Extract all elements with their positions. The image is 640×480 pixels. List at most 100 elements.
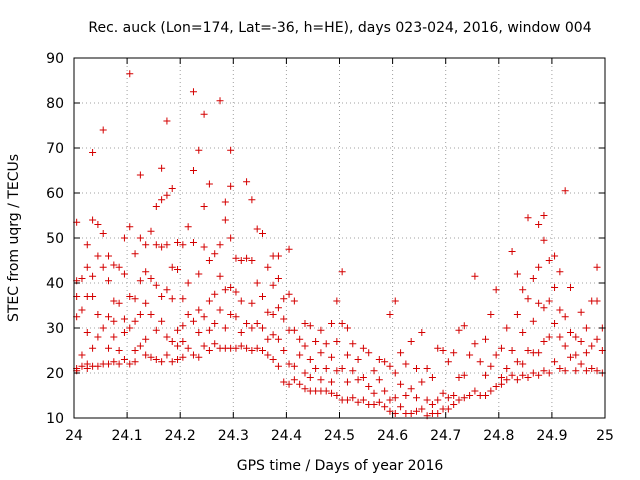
data-point <box>540 338 548 345</box>
data-point <box>407 410 415 417</box>
data-point <box>328 353 336 361</box>
data-point <box>418 378 426 386</box>
data-point <box>540 367 548 375</box>
data-point <box>237 257 245 264</box>
data-point <box>189 239 197 246</box>
data-point <box>535 299 543 307</box>
data-point <box>264 308 272 316</box>
x-tick-label: 24.7 <box>430 428 461 444</box>
data-point <box>545 333 553 341</box>
data-point <box>322 340 330 348</box>
data-point <box>120 356 128 363</box>
data-point <box>471 272 479 280</box>
data-point <box>205 326 213 334</box>
data-point <box>450 349 458 357</box>
data-point <box>301 320 309 327</box>
data-point <box>545 257 553 264</box>
x-tick-label: 24.4 <box>271 428 302 444</box>
data-point <box>487 311 495 318</box>
data-point <box>142 335 150 343</box>
x-tick-label: 24.1 <box>112 428 143 444</box>
x-tick-label: 24 <box>65 428 83 444</box>
data-point <box>519 286 527 294</box>
chart-title: Rec. auck (Lon=174, Lat=-36, h=HE), days… <box>88 20 591 36</box>
data-point <box>136 342 144 350</box>
data-point <box>503 324 511 332</box>
data-point <box>227 284 235 291</box>
data-point <box>205 180 213 188</box>
data-point <box>195 270 203 278</box>
data-point <box>147 227 155 235</box>
data-point <box>513 358 521 366</box>
y-tick-label: 10 <box>46 411 64 427</box>
data-point <box>227 234 235 242</box>
data-point <box>237 297 245 305</box>
data-point <box>189 167 197 174</box>
data-point <box>349 367 357 375</box>
data-point <box>519 371 527 379</box>
data-point <box>253 225 261 233</box>
y-tick-label: 60 <box>46 186 64 202</box>
data-point <box>566 329 574 336</box>
data-point <box>290 326 298 334</box>
data-point <box>248 299 256 307</box>
data-point <box>492 383 500 390</box>
data-point <box>264 351 272 359</box>
data-point <box>264 335 272 343</box>
data-point <box>237 342 245 350</box>
data-point <box>253 320 261 327</box>
data-point <box>269 331 277 339</box>
data-point <box>158 196 166 204</box>
data-point <box>455 326 463 334</box>
data-point <box>184 344 192 352</box>
data-point <box>343 351 351 359</box>
data-point <box>280 315 288 323</box>
data-point <box>216 272 224 280</box>
data-point <box>381 387 389 395</box>
data-point <box>78 275 86 282</box>
data-point <box>423 365 431 372</box>
data-point <box>593 297 601 305</box>
data-point <box>306 322 314 330</box>
data-point <box>243 254 251 262</box>
data-point <box>444 358 452 366</box>
data-point <box>120 270 128 278</box>
data-point <box>333 392 341 399</box>
data-point <box>168 358 176 366</box>
data-point <box>158 317 166 325</box>
data-point <box>508 248 516 255</box>
data-point <box>349 340 357 348</box>
data-point <box>513 270 521 278</box>
data-point <box>343 396 351 404</box>
data-point <box>253 279 261 287</box>
y-tick-label: 90 <box>46 51 64 67</box>
data-point <box>105 360 113 368</box>
data-point <box>588 342 596 350</box>
data-point <box>508 347 516 354</box>
data-point <box>519 329 527 336</box>
data-point <box>110 297 118 305</box>
data-point <box>317 349 325 357</box>
data-point <box>115 263 123 271</box>
data-point <box>322 387 330 395</box>
data-point <box>89 149 97 156</box>
data-point <box>174 326 182 334</box>
data-point <box>99 230 107 237</box>
data-point <box>333 338 341 345</box>
data-point <box>120 329 128 336</box>
data-point <box>524 295 532 303</box>
data-point <box>290 376 298 384</box>
data-point <box>136 234 144 242</box>
data-point <box>561 313 569 321</box>
data-point <box>147 353 155 361</box>
data-point <box>423 396 431 404</box>
data-point <box>386 407 394 415</box>
data-point <box>136 171 144 179</box>
y-tick-label: 50 <box>46 231 64 247</box>
data-point <box>582 324 590 332</box>
data-point <box>365 383 373 390</box>
data-point <box>487 387 495 395</box>
data-point <box>179 295 187 303</box>
data-point <box>285 245 293 253</box>
data-point <box>460 322 468 330</box>
